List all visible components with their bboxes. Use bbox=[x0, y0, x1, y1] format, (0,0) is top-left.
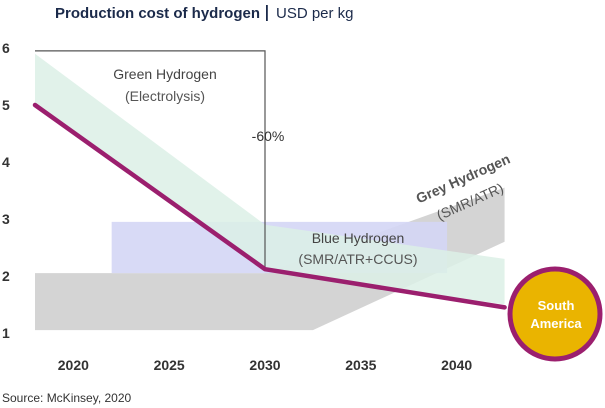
south-america-label-line1: South bbox=[538, 298, 575, 313]
title-separator bbox=[266, 5, 268, 21]
south-america-circle bbox=[507, 266, 603, 362]
reduction-bracket bbox=[35, 50, 266, 270]
x-tick-2020: 2020 bbox=[58, 357, 89, 373]
blue-hydrogen-label: Blue Hydrogen bbox=[312, 230, 405, 246]
band-grey-hydrogen bbox=[35, 187, 505, 331]
x-tick-2035: 2035 bbox=[345, 357, 376, 373]
y-tick-3: 3 bbox=[2, 211, 10, 227]
y-tick-6: 6 bbox=[2, 40, 10, 56]
green-hydrogen-sublabel: (Electrolysis) bbox=[125, 88, 205, 104]
series-line-south-america bbox=[32, 102, 507, 310]
reduction-label: -60% bbox=[252, 128, 285, 144]
green-hydrogen-label: Green Hydrogen bbox=[113, 66, 217, 82]
chart-unit: USD per kg bbox=[276, 5, 354, 22]
chart-title: Production cost of hydrogen bbox=[55, 5, 260, 22]
annotations: -60% bbox=[35, 50, 285, 270]
y-tick-2: 2 bbox=[2, 268, 10, 284]
y-tick-4: 4 bbox=[2, 154, 10, 170]
x-axis-ticks: 2020 2025 2030 2035 2040 bbox=[58, 357, 473, 373]
south-america-label-line2: America bbox=[530, 316, 582, 331]
y-tick-1: 1 bbox=[2, 325, 10, 341]
series-lines bbox=[32, 102, 507, 310]
source-note: Source: McKinsey, 2020 bbox=[2, 391, 132, 405]
south-america-marker: South America bbox=[507, 266, 603, 362]
x-tick-2030: 2030 bbox=[249, 357, 280, 373]
x-tick-2040: 2040 bbox=[441, 357, 472, 373]
blue-hydrogen-sublabel: (SMR/ATR+CCUS) bbox=[298, 251, 417, 267]
cost-bands bbox=[35, 53, 505, 331]
band-green-hydrogen bbox=[35, 53, 505, 305]
y-tick-5: 5 bbox=[2, 97, 10, 113]
x-tick-2025: 2025 bbox=[154, 357, 185, 373]
y-axis-ticks: 1 2 3 4 5 6 bbox=[2, 40, 10, 341]
